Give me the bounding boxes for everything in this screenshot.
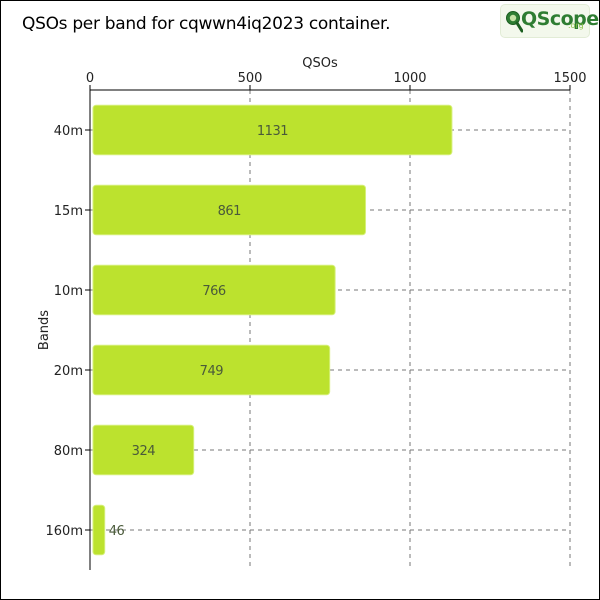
qscope-logo[interactable]: QScope .org xyxy=(500,4,599,38)
y-tick-label: 80m xyxy=(54,444,83,459)
chart-title: QSOs per band for cqwwn4iq2023 container… xyxy=(22,14,391,34)
x-axis-title: QSOs xyxy=(302,56,338,71)
bar xyxy=(92,504,106,556)
bar-value-label: 46 xyxy=(109,524,125,539)
bar-value-label: 324 xyxy=(132,444,156,459)
magnifier-icon xyxy=(506,11,523,33)
y-tick-label: 15m xyxy=(54,204,83,219)
x-tick-label: 500 xyxy=(238,71,263,86)
bar xyxy=(92,104,453,156)
y-tick-label: 10m xyxy=(54,284,83,299)
x-tick-label: 0 xyxy=(86,71,94,86)
logo-suffix: .org xyxy=(568,21,584,30)
x-tick-label: 1000 xyxy=(393,71,426,86)
bar-value-label: 1131 xyxy=(257,124,288,139)
bar xyxy=(92,184,367,236)
logo-wordmark: QScope xyxy=(521,8,599,30)
y-tick-label: 40m xyxy=(54,124,83,139)
bar xyxy=(92,344,331,396)
bar xyxy=(92,264,336,316)
bar xyxy=(92,424,195,476)
bar-value-label: 766 xyxy=(202,284,226,299)
bar-value-label: 749 xyxy=(200,364,224,379)
y-tick-label: 160m xyxy=(46,524,83,539)
y-axis-title: Bands xyxy=(37,310,52,350)
bar-value-label: 861 xyxy=(218,204,242,219)
x-tick-label: 1500 xyxy=(553,71,586,86)
y-tick-label: 20m xyxy=(54,364,83,379)
